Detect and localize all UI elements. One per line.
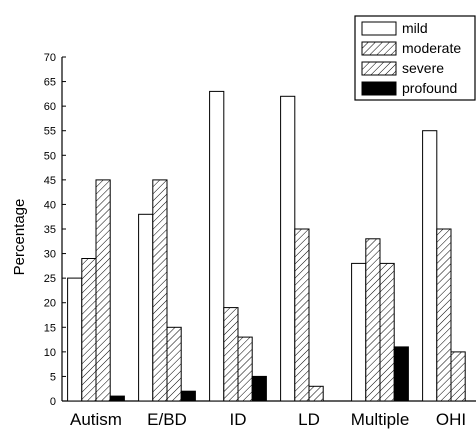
- bar-profound-ebd: [180, 390, 196, 402]
- y-tick-label: 50: [44, 150, 56, 162]
- bar-mild-id: [209, 90, 225, 402]
- legend: mild moderate severe profound: [354, 15, 476, 101]
- bar-mild-ld: [280, 95, 296, 402]
- y-tick-label: 30: [44, 249, 56, 261]
- y-tick-label: 60: [44, 101, 56, 113]
- y-tick-label: 5: [50, 371, 56, 383]
- bar-profound-id: [251, 375, 267, 402]
- legend-label-severe: severe: [402, 60, 444, 76]
- x-category-label: E/BD: [147, 410, 187, 429]
- bar-moderate-id: [223, 307, 239, 402]
- x-category-label: Multiple: [351, 410, 410, 429]
- legend-label-moderate: moderate: [402, 40, 461, 56]
- x-category-label: OHI: [436, 410, 466, 429]
- y-tick-label: 15: [44, 322, 56, 334]
- y-tick-label: 0: [50, 396, 56, 408]
- y-tick-label: 55: [44, 126, 56, 138]
- y-tick-label: 45: [44, 175, 56, 187]
- bar-moderate-multiple: [365, 238, 381, 402]
- y-tick-label: 25: [44, 273, 56, 285]
- bar-mild-ebd: [138, 213, 154, 402]
- category-labels-group: Autism E/BD ID LD Multiple OHI: [70, 410, 466, 429]
- legend-label-profound: profound: [402, 80, 457, 96]
- bar-moderate-autism: [81, 258, 97, 402]
- y-tick-label: 20: [44, 298, 56, 310]
- bar-moderate-ohi: [436, 228, 452, 402]
- bar-mild-multiple: [351, 262, 367, 402]
- y-tick-label: 70: [44, 52, 56, 64]
- bar-severe-multiple: [379, 262, 395, 402]
- bar-moderate-ebd: [152, 179, 168, 402]
- bar-severe-ebd: [166, 326, 182, 402]
- y-tick-label: 35: [44, 224, 56, 236]
- legend-swatch-moderate: [361, 41, 397, 56]
- bar-profound-multiple: [393, 346, 409, 402]
- bar-mild-autism: [67, 277, 83, 402]
- y-tick-label: 40: [44, 199, 56, 211]
- bar-mild-ohi: [422, 130, 438, 402]
- x-category-label: LD: [298, 410, 320, 429]
- legend-label-mild: mild: [402, 20, 428, 36]
- bar-severe-autism: [95, 179, 111, 402]
- bar-severe-ld: [308, 385, 324, 402]
- x-category-label: ID: [230, 410, 247, 429]
- legend-swatch-mild: [361, 21, 397, 36]
- bars-group: [67, 90, 466, 402]
- y-axis-title: Percentage: [11, 199, 28, 276]
- x-category-label: Autism: [70, 410, 122, 429]
- y-tick-label: 10: [44, 347, 56, 359]
- bar-severe-id: [237, 336, 253, 402]
- plot-axes: [61, 57, 476, 402]
- legend-swatch-severe: [361, 61, 397, 76]
- y-ticks-group: 0 5 10 15 20 25 30 35 40 45 50 55 60 65 70: [44, 52, 66, 408]
- bar-profound-autism: [109, 395, 125, 402]
- bar-moderate-ld: [294, 228, 310, 402]
- bar-severe-ohi: [450, 351, 466, 402]
- legend-swatch-profound: [361, 81, 397, 96]
- y-tick-label: 65: [44, 77, 56, 89]
